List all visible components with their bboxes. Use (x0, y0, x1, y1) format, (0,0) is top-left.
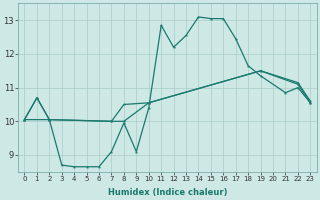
X-axis label: Humidex (Indice chaleur): Humidex (Indice chaleur) (108, 188, 227, 197)
